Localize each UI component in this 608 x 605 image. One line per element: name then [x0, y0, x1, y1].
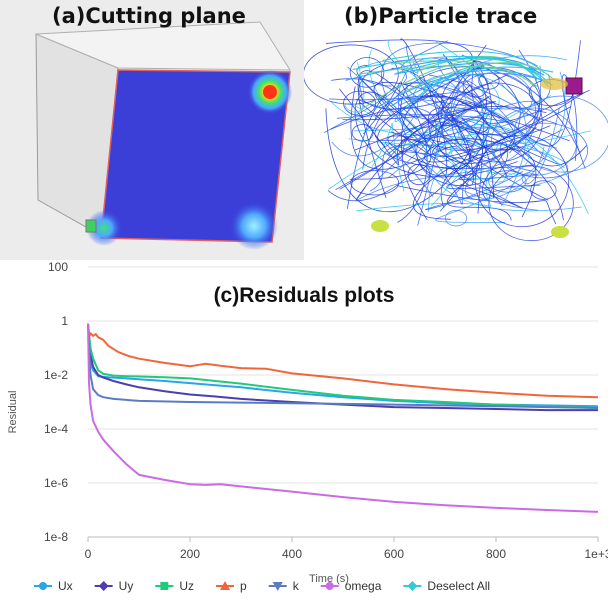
legend-item-omega[interactable]: omega [320, 579, 382, 593]
y-tick-label: 1e-4 [44, 422, 68, 436]
legend-item-uy[interactable]: Uy [94, 579, 134, 593]
legend-label: k [293, 579, 300, 593]
x-tick-label: 0 [85, 547, 92, 561]
legend-label: p [240, 579, 247, 593]
cutting-plane-surface [100, 69, 291, 243]
series-line-Uz [87, 323, 599, 409]
y-tick-label: 1 [61, 314, 68, 328]
legend-item-deselect-all[interactable]: Deselect All [403, 579, 490, 593]
legend-label: Uy [119, 579, 134, 593]
particle-trace-render [302, 38, 608, 242]
series-line-Ux [87, 323, 599, 408]
cutting-plane-panel: (a)Cutting plane [0, 0, 304, 260]
x-tick-label: 400 [282, 547, 302, 561]
inlet-marker-left [371, 220, 389, 232]
x-tick-label: 800 [486, 547, 506, 561]
x-tick-label: 1e+3 [584, 547, 608, 561]
particle-streamlines [302, 38, 608, 242]
inlet-marker-right [551, 226, 569, 238]
cutting-plane-render [35, 21, 292, 250]
y-tick-label: 1e-6 [44, 476, 68, 490]
y-axis-label: Residual [7, 391, 19, 434]
residuals-chart: 100 1 1e-2 1e-4 1e-6 1e-8 0 200 400 600 800 1e+3 Tim… [7, 260, 608, 593]
legend-label: Deselect All [427, 579, 490, 593]
series-line-Uy [87, 323, 598, 412]
legend-item-uz[interactable]: Uz [155, 579, 194, 593]
x-axis-label: Time (s) [309, 573, 349, 585]
legend-label: omega [345, 579, 382, 593]
legend-item-ux[interactable]: Ux [34, 579, 73, 593]
series-line-p [87, 332, 599, 399]
residuals-chart-panel: 100 1 1e-2 1e-4 1e-6 1e-8 0 200 400 600 800 1e+3 Tim… [0, 255, 608, 600]
legend-label: Uz [179, 579, 194, 593]
panel-a-title: (a)Cutting plane [52, 4, 246, 28]
series-line-k [87, 323, 599, 409]
y-tick-label: 100 [48, 260, 68, 274]
outlet-marker [565, 77, 583, 95]
y-tick-label: 1e-2 [44, 368, 68, 382]
series-line-omega [87, 323, 599, 513]
y-tick-label: 1e-8 [44, 530, 68, 544]
chart-title: (c)Residuals plots [214, 284, 395, 307]
particle-trace-panel: (b)Particle trace [302, 0, 608, 260]
legend-label: Ux [58, 579, 73, 593]
x-tick-label: 200 [180, 547, 200, 561]
x-tick-label: 600 [384, 547, 404, 561]
legend-item-p[interactable]: p [216, 579, 247, 593]
legend-item-k[interactable]: k [268, 579, 300, 593]
panel-b-title: (b)Particle trace [344, 4, 538, 28]
